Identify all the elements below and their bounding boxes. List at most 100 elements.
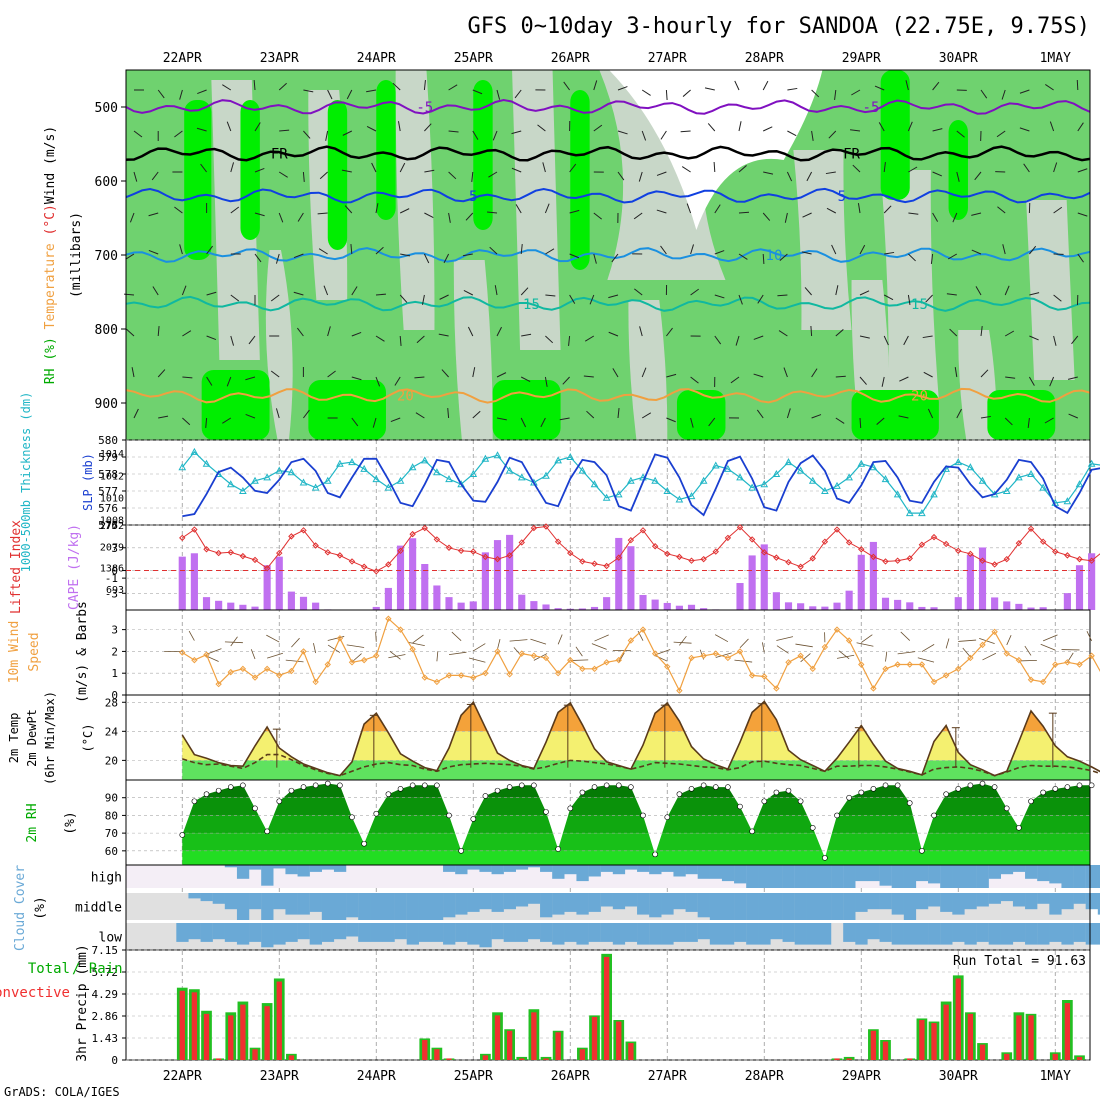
- surface-wind-barb: [861, 635, 872, 643]
- cloud-bar-low: [722, 923, 734, 945]
- cloud-layer-label-middle: middle: [75, 901, 122, 916]
- cloud-bar-middle: [734, 893, 746, 920]
- rh-point: [434, 783, 439, 788]
- cape-bar: [470, 601, 477, 610]
- cloud-bar-middle: [989, 893, 1001, 904]
- precip-convective-bar: [846, 1058, 851, 1060]
- cloud-bar-high: [273, 865, 285, 868]
- cape-bar: [773, 592, 780, 610]
- cloud-bar-low: [795, 923, 807, 945]
- surface-wind-barb: [473, 644, 485, 651]
- rh-point: [713, 785, 718, 790]
- cloud-bar-middle: [346, 893, 358, 917]
- slp-tick-label: 1012: [100, 471, 124, 482]
- cape-bar: [603, 597, 610, 610]
- cloud-bar-high: [649, 865, 661, 874]
- rh-ylabel: 2m RH: [25, 803, 40, 842]
- cape-bar: [203, 597, 210, 610]
- surface-wind-barb: [558, 635, 562, 645]
- cloud-bar-low: [370, 923, 382, 942]
- date-label-bottom-8: 30APR: [939, 1069, 978, 1084]
- cloud-bar-high: [904, 865, 916, 888]
- rh2m-tick-label: 80: [105, 809, 118, 822]
- rh-point: [568, 806, 573, 811]
- precip-convective-bar: [1016, 1015, 1021, 1060]
- precip-convective-bar: [834, 1058, 839, 1060]
- upper-wind-barb: [666, 90, 667, 100]
- surface-wind-barb: [390, 651, 401, 659]
- surface-wind-barb: [207, 649, 222, 655]
- rh-point: [701, 783, 706, 788]
- rh-point: [265, 829, 270, 834]
- cloud-bar-middle: [382, 893, 394, 920]
- rh-point: [386, 792, 391, 797]
- rh-point: [677, 792, 682, 797]
- cloud-bar-low: [492, 923, 504, 939]
- cloud-bar-low: [273, 923, 285, 945]
- cloud-bar-high: [1013, 865, 1025, 872]
- cloud-bar-middle: [819, 893, 831, 920]
- precip-convective-bar: [240, 1005, 245, 1060]
- cloud-bar-middle: [455, 893, 467, 915]
- precip-legend-convective: Convective: [0, 985, 70, 1001]
- cloud-bar-middle: [1061, 893, 1073, 909]
- precip-convective-bar: [519, 1058, 524, 1060]
- rh-point: [786, 788, 791, 793]
- cloud-bar-low: [443, 923, 455, 945]
- cloud-bar-low: [564, 923, 576, 942]
- precip-convective-bar: [956, 978, 961, 1060]
- rh-moist-column-2: [328, 100, 347, 250]
- surface-wind-barb: [777, 646, 789, 654]
- cape-bar: [894, 600, 901, 610]
- cloud-bar-middle: [1013, 893, 1025, 907]
- cloud-bar-high: [710, 865, 722, 879]
- date-label-top-5: 27APR: [648, 51, 687, 66]
- cape-bar: [797, 603, 804, 610]
- cloud-bar-high: [952, 865, 964, 888]
- cloud-bar-low: [673, 923, 685, 942]
- precip-convective-bar: [1077, 1057, 1082, 1060]
- precip-tick-label: 2.86: [92, 1010, 119, 1023]
- cloud-bar-low: [455, 923, 467, 942]
- date-label-bottom-9: 1MAY: [1040, 1069, 1071, 1084]
- temp-ylabel-3: (6hr Min/Max): [43, 691, 57, 785]
- precip-convective-bar: [943, 1005, 948, 1060]
- cloud-bar-middle: [649, 893, 661, 917]
- wind-ylabel-3: (m/s) & Barbs: [75, 601, 90, 703]
- cape-bar: [991, 597, 998, 610]
- cape-bar: [506, 535, 513, 610]
- temp2m-tick-label: 24: [105, 725, 119, 738]
- rh-point: [750, 829, 755, 834]
- cape-bar: [300, 597, 307, 610]
- rh-moist-column-0: [184, 100, 211, 260]
- precip-convective-bar: [422, 1040, 427, 1060]
- rh-point: [289, 788, 294, 793]
- cloud-bar-low: [467, 923, 479, 945]
- rh-point: [253, 806, 258, 811]
- cloud-bar-low: [904, 923, 916, 945]
- cloud-bar-low: [431, 923, 443, 942]
- date-label-top-9: 1MAY: [1040, 51, 1071, 66]
- rh-moist-column-6: [881, 70, 910, 200]
- cloud-bar-middle: [758, 893, 770, 920]
- cloud-bar-high: [637, 865, 649, 872]
- precip-convective-bar: [228, 1015, 233, 1060]
- cloud-bar-low: [310, 923, 322, 945]
- cloud-bar-high: [443, 865, 455, 872]
- cloud-bar-middle: [673, 893, 685, 909]
- cape-bar: [409, 538, 416, 610]
- rh2m-tick-label: 60: [105, 845, 118, 858]
- cloud-bar-middle: [686, 893, 698, 912]
- cloud-bar-low: [225, 923, 237, 942]
- cape-bar: [1003, 601, 1010, 610]
- rh-moist-column-3: [376, 80, 395, 220]
- cape-bar: [239, 605, 246, 610]
- rh-dry-plume-7: [1026, 200, 1075, 380]
- surface-wind-barb: [437, 651, 438, 661]
- rh-point: [398, 786, 403, 791]
- precip-convective-bar: [204, 1014, 209, 1060]
- rh2m-tick-label: 70: [105, 827, 118, 840]
- precip-tick-label: 0: [111, 1054, 118, 1067]
- pressure-tick-label: 900: [95, 397, 118, 412]
- cape-bar: [736, 583, 743, 610]
